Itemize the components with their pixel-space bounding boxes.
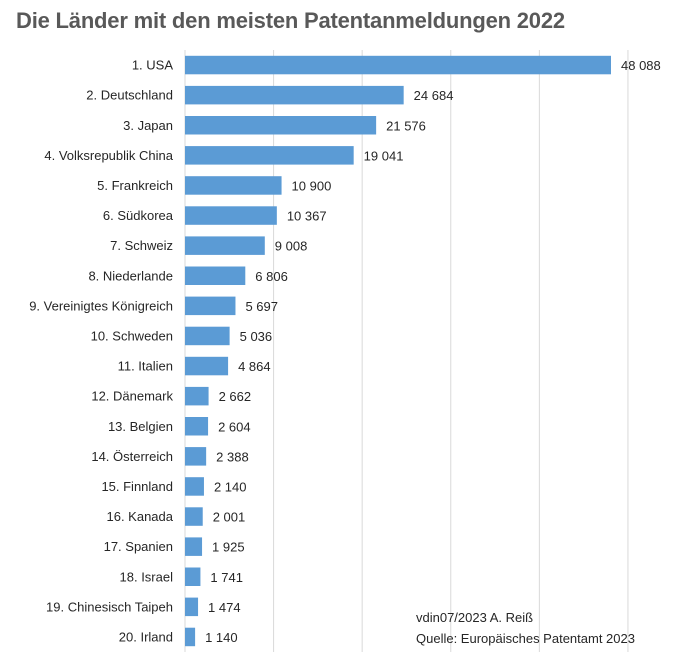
bar — [185, 176, 282, 195]
data-label: 19 041 — [364, 148, 404, 163]
data-label: 10 367 — [287, 209, 327, 224]
category-label: 7. Schweiz — [110, 238, 173, 253]
bar — [185, 386, 209, 406]
data-label: 6 806 — [255, 269, 288, 284]
data-label: 21 576 — [386, 118, 426, 133]
category-label: 15. Finnland — [101, 479, 173, 494]
bar — [185, 507, 203, 526]
source-reference: Quelle: Europäisches Patentamt 2023 — [416, 631, 635, 646]
data-label: 10 900 — [292, 178, 332, 193]
data-label: 1 140 — [205, 630, 238, 645]
category-label: 5. Frankreich — [97, 178, 173, 193]
data-label: 2 388 — [216, 449, 249, 464]
category-label: 12. Dänemark — [91, 389, 173, 404]
category-label: 8. Niederlande — [88, 268, 173, 283]
data-label: 24 684 — [414, 88, 454, 103]
category-label: 10. Schweden — [91, 328, 173, 343]
chart-title: Die Länder mit den meisten Patentanmeldu… — [16, 8, 565, 33]
bar — [185, 567, 201, 586]
category-label: 19. Chinesisch Taipeh — [46, 599, 173, 614]
data-label: 5 036 — [240, 329, 273, 344]
bar — [185, 146, 354, 165]
bar — [185, 296, 236, 316]
bar — [185, 116, 377, 135]
bar — [185, 236, 265, 255]
bars — [185, 55, 611, 647]
data-label: 2 001 — [213, 510, 246, 525]
bar — [185, 206, 277, 225]
category-label: 9. Vereinigtes Königreich — [29, 298, 173, 313]
category-label: 14. Österreich — [91, 449, 173, 464]
data-label: 1 741 — [210, 570, 243, 585]
bar — [185, 55, 611, 75]
data-label: 5 697 — [245, 299, 278, 314]
data-label: 2 604 — [218, 419, 251, 434]
bar — [185, 326, 230, 346]
bar — [185, 537, 203, 556]
category-label: 2. Deutschland — [86, 88, 173, 103]
value-labels: 48 088 24 684 21 576 19 041 10 900 10 367 9 00… — [205, 58, 661, 645]
category-label: 20. Irland — [119, 629, 173, 644]
category-label: 6. Südkorea — [103, 208, 174, 223]
source-credit: vdin07/2023 A. Reiß — [416, 610, 534, 625]
category-label: 17. Spanien — [104, 539, 173, 554]
category-label: 18. Israel — [120, 569, 174, 584]
bar — [185, 627, 196, 647]
bar — [185, 597, 199, 617]
category-labels: 1. USA 2. Deutschland 3. Japan 4. Volksrepu… — [29, 58, 174, 645]
bar — [185, 266, 246, 285]
data-label: 2 662 — [219, 389, 252, 404]
category-label: 3. Japan — [123, 118, 173, 133]
category-label: 11. Italien — [118, 359, 173, 374]
gridlines — [184, 50, 629, 652]
data-label: 48 088 — [621, 58, 661, 73]
bar — [185, 356, 229, 376]
category-label: 16. Kanada — [106, 509, 173, 524]
bar — [185, 447, 207, 466]
category-label: 1. USA — [132, 58, 174, 73]
data-label: 2 140 — [214, 479, 247, 494]
data-label: 1 474 — [208, 600, 241, 615]
bar — [185, 85, 404, 105]
bar — [185, 417, 209, 436]
bar — [185, 477, 204, 496]
data-label: 9 008 — [275, 239, 308, 254]
category-label: 13. Belgien — [108, 419, 173, 434]
data-label: 1 925 — [212, 540, 245, 555]
category-label: 4. Volksrepublik China — [44, 148, 173, 163]
data-label: 4 864 — [238, 359, 271, 374]
